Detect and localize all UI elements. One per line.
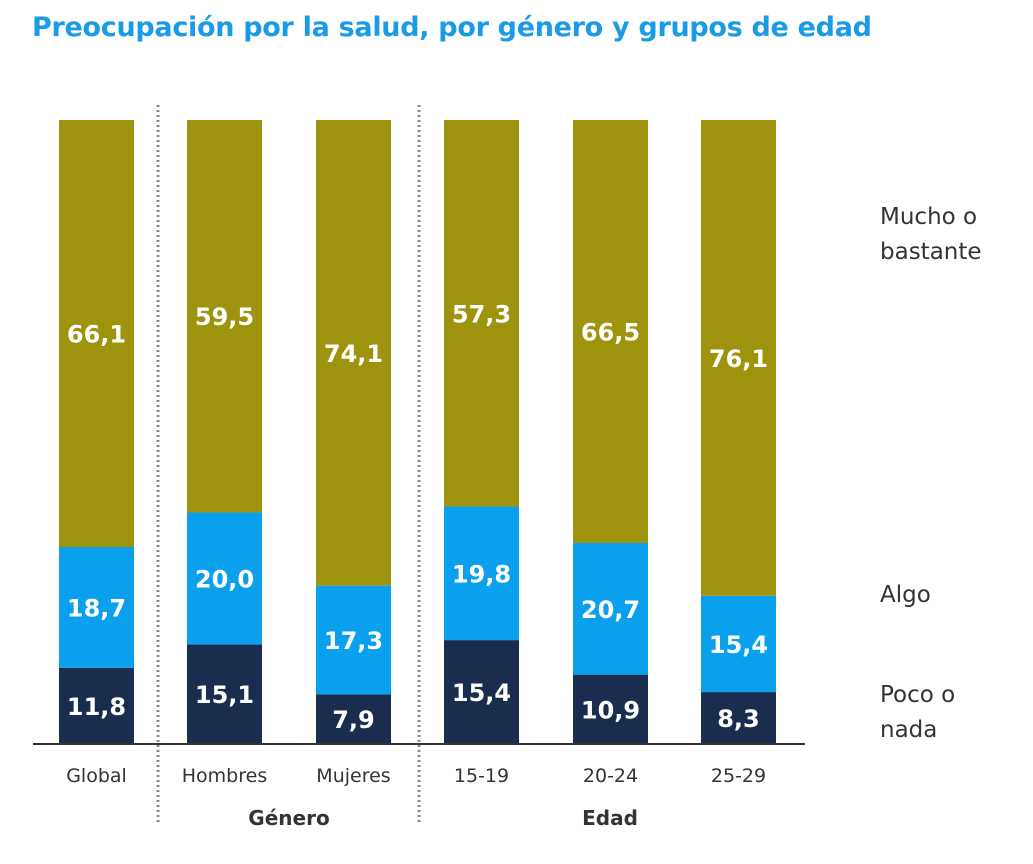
bar-25-29-poco-o-nada bbox=[701, 692, 776, 744]
value-label-25-29-poco-o-nada: 8,3 bbox=[717, 705, 760, 733]
bar-15-19-algo bbox=[444, 506, 519, 641]
legend-mucho-line-1: Mucho o bbox=[880, 204, 978, 230]
value-label-global-algo: 18,7 bbox=[67, 594, 126, 622]
group-label-edad: Edad bbox=[582, 806, 638, 830]
legend-mucho-o-bastante: Mucho o bastante bbox=[880, 200, 982, 270]
category-label-mujeres: Mujeres bbox=[316, 765, 390, 787]
bar-mujeres-poco-o-nada bbox=[316, 694, 391, 744]
value-label-15-19-poco-o-nada: 15,4 bbox=[452, 679, 511, 707]
value-label-20-24-mucho-o-bastante: 66,5 bbox=[581, 318, 640, 346]
bar-mujeres-mucho-o-bastante bbox=[316, 120, 391, 586]
legend-poco-o-nada: Poco o nada bbox=[880, 678, 955, 748]
value-label-global-mucho-o-bastante: 66,1 bbox=[67, 320, 126, 348]
group-label-genero: Género bbox=[248, 806, 329, 830]
bar-hombres-poco-o-nada bbox=[187, 644, 262, 744]
value-label-20-24-poco-o-nada: 10,9 bbox=[581, 696, 640, 724]
bar-25-29-mucho-o-bastante bbox=[701, 120, 776, 596]
bar-20-24-algo bbox=[573, 542, 648, 675]
value-label-mujeres-mucho-o-bastante: 74,1 bbox=[324, 340, 383, 368]
value-label-hombres-algo: 20,0 bbox=[195, 565, 254, 593]
value-label-15-19-mucho-o-bastante: 57,3 bbox=[452, 300, 511, 328]
chart-title: Preocupación por la salud, por género y … bbox=[32, 12, 872, 43]
bar-hombres-mucho-o-bastante bbox=[187, 120, 262, 513]
category-label-global: Global bbox=[66, 765, 127, 787]
legend-algo-line-1: Algo bbox=[880, 582, 931, 608]
bar-global-mucho-o-bastante bbox=[59, 120, 134, 547]
value-label-25-29-algo: 15,4 bbox=[709, 631, 768, 659]
value-label-global-poco-o-nada: 11,8 bbox=[67, 693, 126, 721]
category-label-hombres: Hombres bbox=[182, 765, 267, 787]
legend-poco-line-1: Poco o bbox=[880, 682, 956, 708]
legend-mucho-line-2: bastante bbox=[880, 239, 982, 265]
bar-global-poco-o-nada bbox=[59, 667, 134, 744]
value-label-hombres-poco-o-nada: 15,1 bbox=[195, 681, 254, 709]
value-label-mujeres-algo: 17,3 bbox=[324, 627, 383, 655]
bar-20-24-mucho-o-bastante bbox=[573, 120, 648, 543]
value-label-hombres-mucho-o-bastante: 59,5 bbox=[195, 303, 254, 331]
category-label-25-29: 25-29 bbox=[711, 765, 766, 787]
bar-hombres-algo bbox=[187, 512, 262, 645]
bar-mujeres-algo bbox=[316, 585, 391, 695]
legend-algo: Algo bbox=[880, 578, 931, 613]
value-label-15-19-algo: 19,8 bbox=[452, 560, 511, 588]
bar-25-29-algo bbox=[701, 595, 776, 693]
bar-15-19-mucho-o-bastante bbox=[444, 120, 519, 507]
value-label-25-29-mucho-o-bastante: 76,1 bbox=[709, 345, 768, 373]
category-label-20-24: 20-24 bbox=[583, 765, 638, 787]
value-label-mujeres-poco-o-nada: 7,9 bbox=[332, 706, 375, 734]
value-label-20-24-algo: 20,7 bbox=[581, 596, 640, 624]
category-label-15-19: 15-19 bbox=[454, 765, 509, 787]
legend-poco-line-2: nada bbox=[880, 717, 938, 743]
bar-20-24-poco-o-nada bbox=[573, 674, 648, 744]
bar-global-algo bbox=[59, 546, 134, 668]
bar-15-19-poco-o-nada bbox=[444, 640, 519, 744]
